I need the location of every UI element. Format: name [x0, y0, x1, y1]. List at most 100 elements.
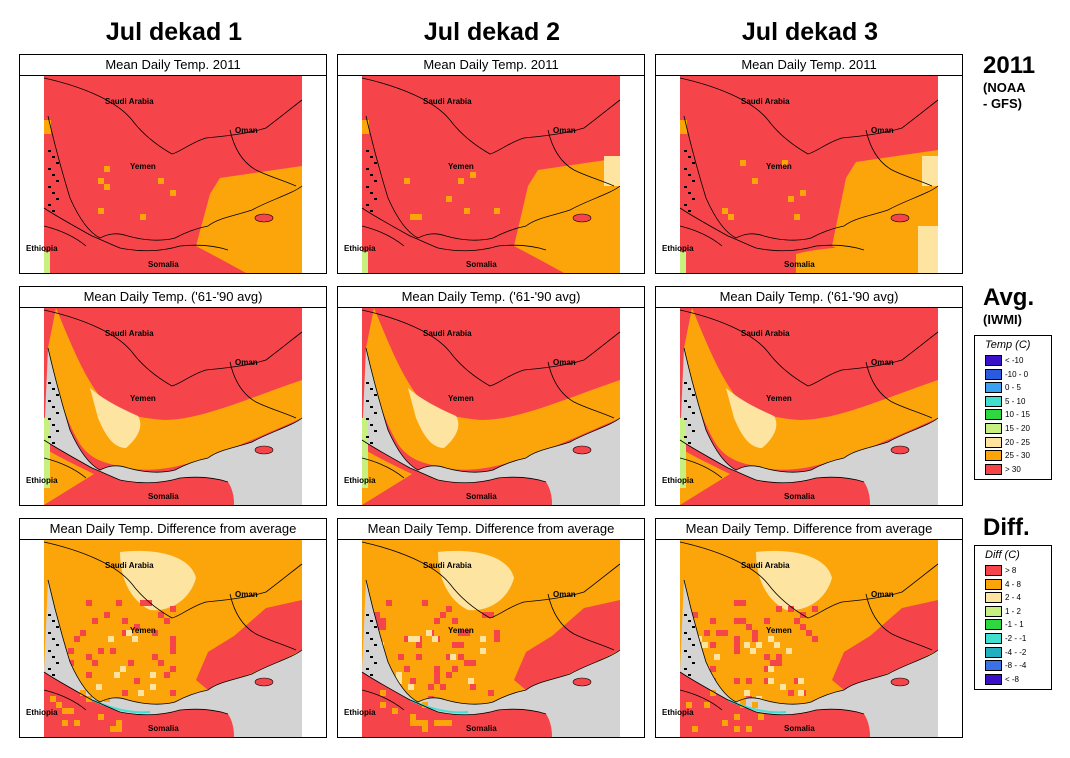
- data-pixel: [432, 636, 438, 642]
- data-pixel: [782, 160, 788, 166]
- map-panel-2011-dekad-3: Mean Daily Temp. 2011 Saudi Arabia Oman Ye…: [655, 54, 963, 274]
- warm-region: [680, 448, 730, 505]
- legend-label: > 30: [1005, 464, 1021, 474]
- data-pixel: [170, 190, 176, 196]
- data-pixel: [74, 636, 80, 642]
- island: [48, 614, 51, 616]
- border-line: [865, 129, 933, 187]
- data-pixel: [716, 630, 722, 636]
- data-pixel: [152, 630, 158, 636]
- column-title-dekad-1: Jul dekad 1: [105, 18, 243, 46]
- data-pixel: [126, 630, 132, 636]
- map-label-somalia: Somalia: [784, 724, 815, 733]
- data-pixel: [798, 690, 804, 696]
- map-label-yemen: Yemen: [766, 626, 792, 635]
- legend-title: Diff (C): [985, 549, 1020, 561]
- cool-region: [44, 418, 50, 488]
- warm-region: [44, 120, 51, 134]
- data-pixel: [458, 642, 464, 648]
- island: [374, 644, 377, 646]
- island: [370, 156, 373, 158]
- data-pixel: [740, 618, 746, 624]
- data-pixel: [734, 642, 740, 648]
- map-label-ethiopia: Ethiopia: [26, 476, 58, 485]
- data-pixel: [92, 660, 98, 666]
- legend-label: 15 - 20: [1005, 423, 1030, 433]
- map-label-saudi-arabia: Saudi Arabia: [423, 329, 472, 338]
- coastline: [361, 439, 547, 484]
- map-margin: [938, 540, 962, 737]
- island: [688, 192, 691, 194]
- data-pixel: [408, 684, 414, 690]
- legend-swatch: [985, 619, 1002, 631]
- row-source-line-1: (NOAA: [983, 80, 1026, 95]
- island: [692, 644, 695, 646]
- island: [48, 436, 51, 438]
- data-pixel: [158, 178, 164, 184]
- data-pixel: [702, 642, 708, 648]
- warm-region: [680, 120, 687, 134]
- island: [56, 430, 59, 432]
- column-title-dekad-3: Jul dekad 3: [741, 18, 879, 46]
- data-pixel: [752, 636, 758, 642]
- mild-region: [604, 156, 620, 186]
- island: [52, 656, 55, 658]
- island: [688, 638, 691, 640]
- socotra-island: [572, 445, 592, 455]
- border-line: [865, 361, 933, 419]
- data-pixel: [86, 672, 92, 678]
- hot-region: [832, 600, 938, 690]
- map-margin: [338, 540, 362, 737]
- legend-title: Temp (C): [985, 339, 1031, 351]
- coastline: [365, 579, 621, 705]
- mild-region: [922, 156, 938, 186]
- island: [366, 436, 369, 438]
- row-label-avg: Avg.: [983, 284, 1035, 311]
- legend-swatch: [985, 605, 1002, 617]
- data-pixel: [92, 618, 98, 624]
- island: [48, 668, 51, 670]
- data-pixel: [392, 708, 398, 714]
- warm-region: [514, 158, 620, 273]
- island: [374, 412, 377, 414]
- data-pixel: [410, 678, 416, 684]
- data-pixel: [426, 630, 432, 636]
- data-pixel: [80, 630, 86, 636]
- border-line: [679, 457, 723, 479]
- island: [48, 186, 51, 188]
- map-margin: [938, 308, 962, 505]
- data-pixel: [158, 660, 164, 666]
- island: [52, 424, 55, 426]
- island: [366, 400, 369, 402]
- map-label-yemen: Yemen: [130, 626, 156, 635]
- island: [48, 650, 51, 652]
- data-pixel: [734, 618, 740, 624]
- data-pixel: [170, 666, 176, 672]
- border-line: [865, 593, 933, 651]
- data-pixel: [98, 208, 104, 214]
- row-source-line-avg: (IWMI): [983, 312, 1022, 327]
- map-label-saudi-arabia: Saudi Arabia: [105, 329, 154, 338]
- data-pixel: [734, 600, 740, 606]
- panel-title: Mean Daily Temp. ('61-'90 avg): [20, 287, 326, 308]
- border-line: [43, 689, 87, 711]
- data-pixel: [374, 612, 380, 618]
- data-pixel: [722, 720, 728, 726]
- legend-label: 5 - 10: [1005, 396, 1026, 406]
- island: [48, 168, 51, 170]
- mild-region: [90, 388, 141, 448]
- panel-title: Mean Daily Temp. 2011: [338, 55, 644, 76]
- legend-row: > 8: [975, 564, 1051, 578]
- map-panel-diff-dekad-2: Mean Daily Temp. Difference from average…: [337, 518, 645, 738]
- data-pixel: [416, 690, 422, 696]
- island: [684, 150, 687, 152]
- difference-map: Saudi Arabia Oman Yemen Ethiopia Somalia: [656, 540, 962, 737]
- data-pixel: [728, 214, 734, 220]
- legend-row: 5 - 10: [975, 395, 1051, 409]
- map-label-ethiopia: Ethiopia: [662, 244, 694, 253]
- legend-row: 20 - 25: [975, 436, 1051, 450]
- island: [374, 626, 377, 628]
- border-line: [361, 457, 405, 479]
- border-line: [547, 129, 615, 187]
- africa-land: [362, 440, 552, 505]
